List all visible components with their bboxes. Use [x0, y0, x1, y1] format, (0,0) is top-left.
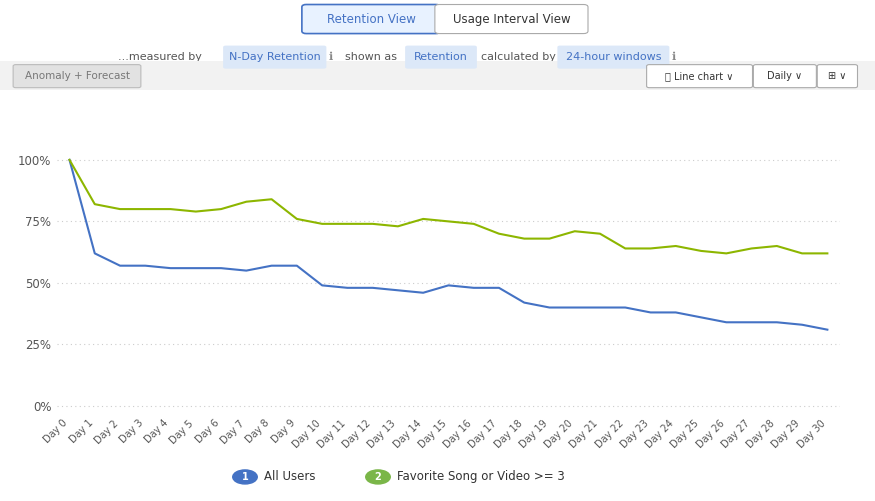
Text: 24-hour windows: 24-hour windows — [565, 52, 662, 62]
Text: ⊞ ∨: ⊞ ∨ — [829, 71, 847, 81]
Text: All Users: All Users — [264, 470, 316, 483]
Text: shown as: shown as — [345, 52, 396, 62]
Text: 1: 1 — [242, 472, 248, 482]
Text: Favorite Song or Video >= 3: Favorite Song or Video >= 3 — [397, 470, 565, 483]
Text: ℹ: ℹ — [672, 52, 676, 62]
Text: Retention View: Retention View — [326, 13, 416, 26]
Text: Anomaly + Forecast: Anomaly + Forecast — [24, 71, 130, 81]
Text: ℹ: ℹ — [329, 52, 332, 62]
Text: Daily ∨: Daily ∨ — [767, 71, 802, 81]
Text: calculated by: calculated by — [481, 52, 556, 62]
Text: 📈 Line chart ∨: 📈 Line chart ∨ — [665, 71, 734, 81]
Text: Usage Interval View: Usage Interval View — [452, 13, 570, 26]
Text: Retention: Retention — [414, 52, 468, 62]
Text: ...measured by: ...measured by — [118, 52, 202, 62]
Text: 2: 2 — [374, 472, 382, 482]
Text: N-Day Retention: N-Day Retention — [229, 52, 320, 62]
